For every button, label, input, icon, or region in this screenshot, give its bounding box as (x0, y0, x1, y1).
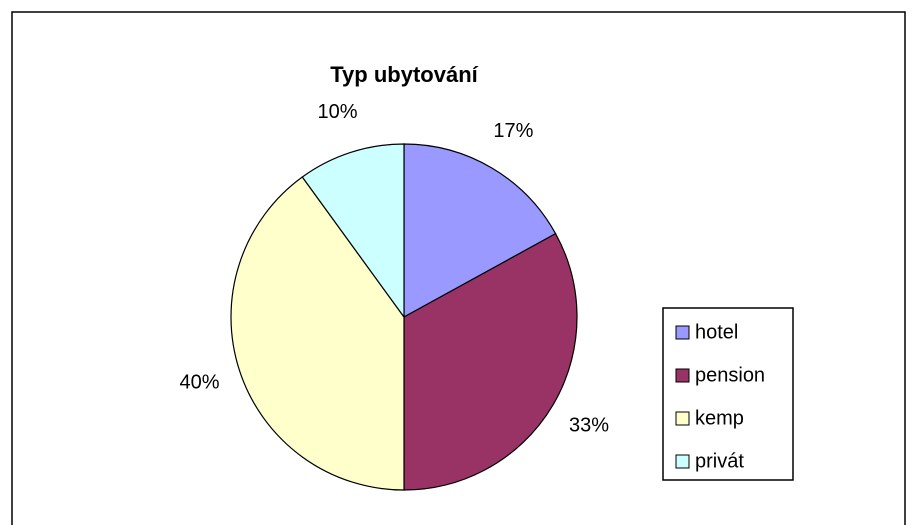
legend-swatch (675, 368, 690, 383)
data-label: 33% (569, 415, 609, 437)
legend-swatch (675, 411, 690, 426)
legend-swatch (675, 454, 690, 469)
pie-slice (230, 176, 405, 491)
legend-label: privát (695, 450, 744, 472)
legend-label: pension (695, 364, 765, 386)
pie-slice (403, 232, 578, 491)
legend-label: kemp (695, 407, 744, 429)
pie-slice (301, 143, 405, 319)
legend-label: hotel (695, 321, 738, 343)
chart-title: Typ ubytování (330, 62, 478, 87)
pie-slice (403, 143, 557, 319)
data-label: 40% (180, 372, 220, 394)
data-label: 17% (493, 120, 533, 142)
data-label: 10% (318, 101, 358, 123)
legend-swatch (675, 325, 690, 340)
